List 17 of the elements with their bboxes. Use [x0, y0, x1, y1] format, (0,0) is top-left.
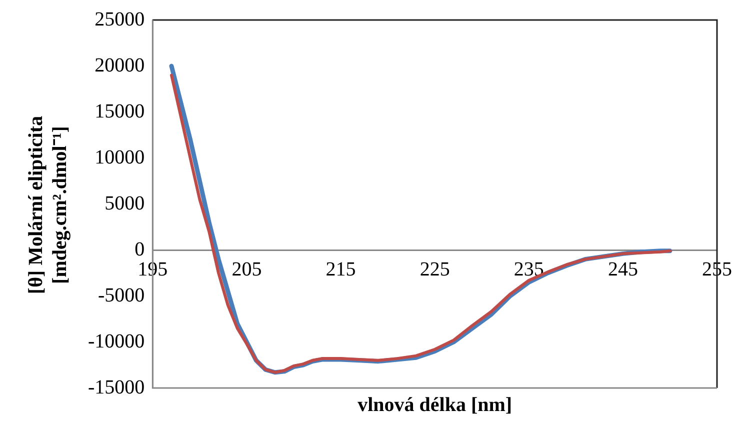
y-tick-label: 10000	[94, 146, 145, 168]
y-tick-label: -5000	[98, 284, 145, 306]
x-tick-label: 245	[608, 258, 638, 280]
x-axis-title: vlnová délka [nm]	[358, 394, 512, 416]
y-tick-label: 0	[134, 238, 145, 260]
x-tick-label: 225	[420, 258, 450, 280]
x-tick-label: 195	[138, 258, 168, 280]
y-tick-label: 15000	[94, 100, 145, 122]
y-tick-label: 5000	[104, 192, 145, 214]
y-axis-title: [θ] Molární elipticita [mdeg.cm².dmol⁻¹]	[24, 114, 72, 296]
x-tick-label: 205	[232, 258, 262, 280]
y-tick-label: -10000	[88, 330, 145, 352]
y-tick-label: 25000	[94, 8, 145, 30]
y-tick-label: 20000	[94, 54, 145, 76]
x-tick-label: 215	[326, 258, 356, 280]
x-tick-label: 235	[514, 258, 544, 280]
y-tick-label: -15000	[88, 376, 145, 398]
